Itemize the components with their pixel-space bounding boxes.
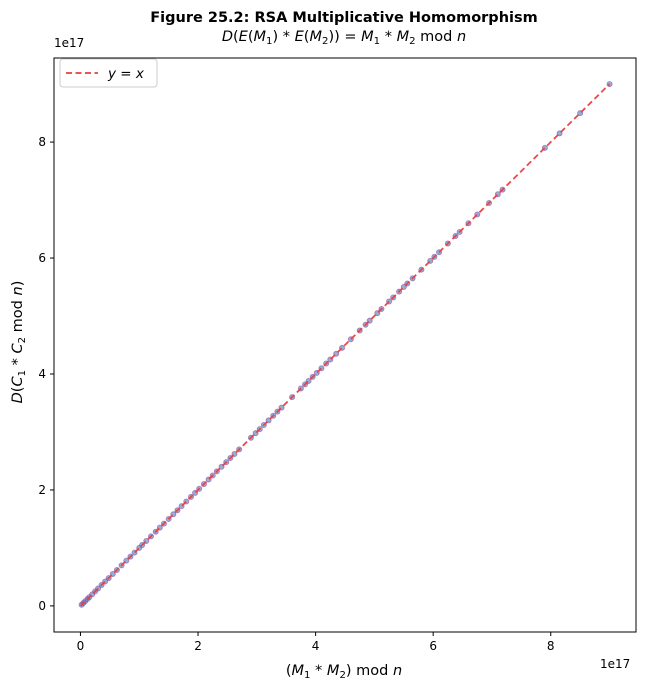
x-tick-label: 4 [312,639,320,653]
y-axis-label-part: * [10,353,26,369]
chart-subtitle-part: ) [272,29,278,45]
x-axis-offset-label: 1e17 [600,657,630,671]
chart-subtitle-part: * [380,29,396,45]
x-tick-label: 0 [77,639,85,653]
chart-subtitle-part: mod [416,29,457,45]
y-axis-label-part: n [10,286,26,295]
x-axis-label-part: ) mod [346,663,393,679]
y-axis-label-part: ) [10,281,26,287]
scatter-point [606,81,613,88]
x-tick-label: 2 [194,639,202,653]
chart-subtitle-part: 1 [374,36,380,47]
chart-title: Figure 25.2: RSA Multiplicative Homomorp… [150,10,537,26]
chart-subtitle-part: E [295,29,305,45]
legend-label-y: y [107,66,117,82]
y-axis-label-part: C [10,376,26,387]
x-axis-label-part: 2 [339,670,345,681]
y-axis-label-part: 1 [17,370,28,376]
chart-subtitle-part: D [222,29,233,45]
x-axis-label-part: 1 [304,670,310,681]
y-axis-label-part: ( [10,387,26,393]
y-axis-label-part: 2 [17,337,28,343]
y-axis-label-part: mod [10,295,26,336]
x-axis-label-part: ( [286,663,292,679]
chart-subtitle-part: ( [233,29,239,45]
chart-subtitle-part: M [254,29,267,45]
chart-subtitle-part: n [457,29,466,45]
chart-subtitle-part: M [397,29,410,45]
chart-subtitle-part: M [361,29,374,45]
axes-frame [53,57,637,633]
chart-subtitle-part: E [239,29,249,45]
chart-subtitle-part: ( [248,29,254,45]
y-tick-label: 2 [38,483,46,497]
x-axis-label-part: n [393,663,402,679]
x-tick-label: 8 [547,639,555,653]
y-tick-label: 6 [38,251,46,265]
chart-subtitle-part: * [278,29,294,45]
y-axis-label-part: C [10,342,26,353]
legend-label-x: x [135,66,145,82]
chart-subtitle-part: ( [304,29,310,45]
legend: y = x [59,58,158,88]
y-tick-label: 4 [38,367,46,381]
legend-label-eq: = [116,66,136,82]
chart-subtitle-part: M [309,29,322,45]
legend-label: y = x [107,66,145,82]
x-axis-label-part: M [291,663,304,679]
x-axis-label-part: * [310,663,326,679]
y-axis-offset-label: 1e17 [54,36,84,50]
plot-area [78,81,613,608]
y-tick-label: 8 [38,135,46,149]
chart-subtitle-part: 2 [322,36,328,47]
chart-subtitle: D(E(M1) * E(M2)) = M1 * M2 mod n [222,29,466,47]
reference-line-y-equals-x [79,83,611,607]
y-axis-label: D(C1 * C2 mod n) [10,281,28,404]
y-axis-label-part: D [10,392,26,403]
chart-subtitle-part: 2 [409,36,415,47]
y-tick-label: 0 [38,599,46,613]
x-axis-label: (M1 * M2) mod n [286,663,402,681]
chart-subtitle-part: )) = [328,29,361,45]
legend-box [59,58,158,88]
x-axis-label-part: M [327,663,340,679]
x-tick-label: 6 [429,639,437,653]
chart-subtitle-part: 1 [266,36,272,47]
